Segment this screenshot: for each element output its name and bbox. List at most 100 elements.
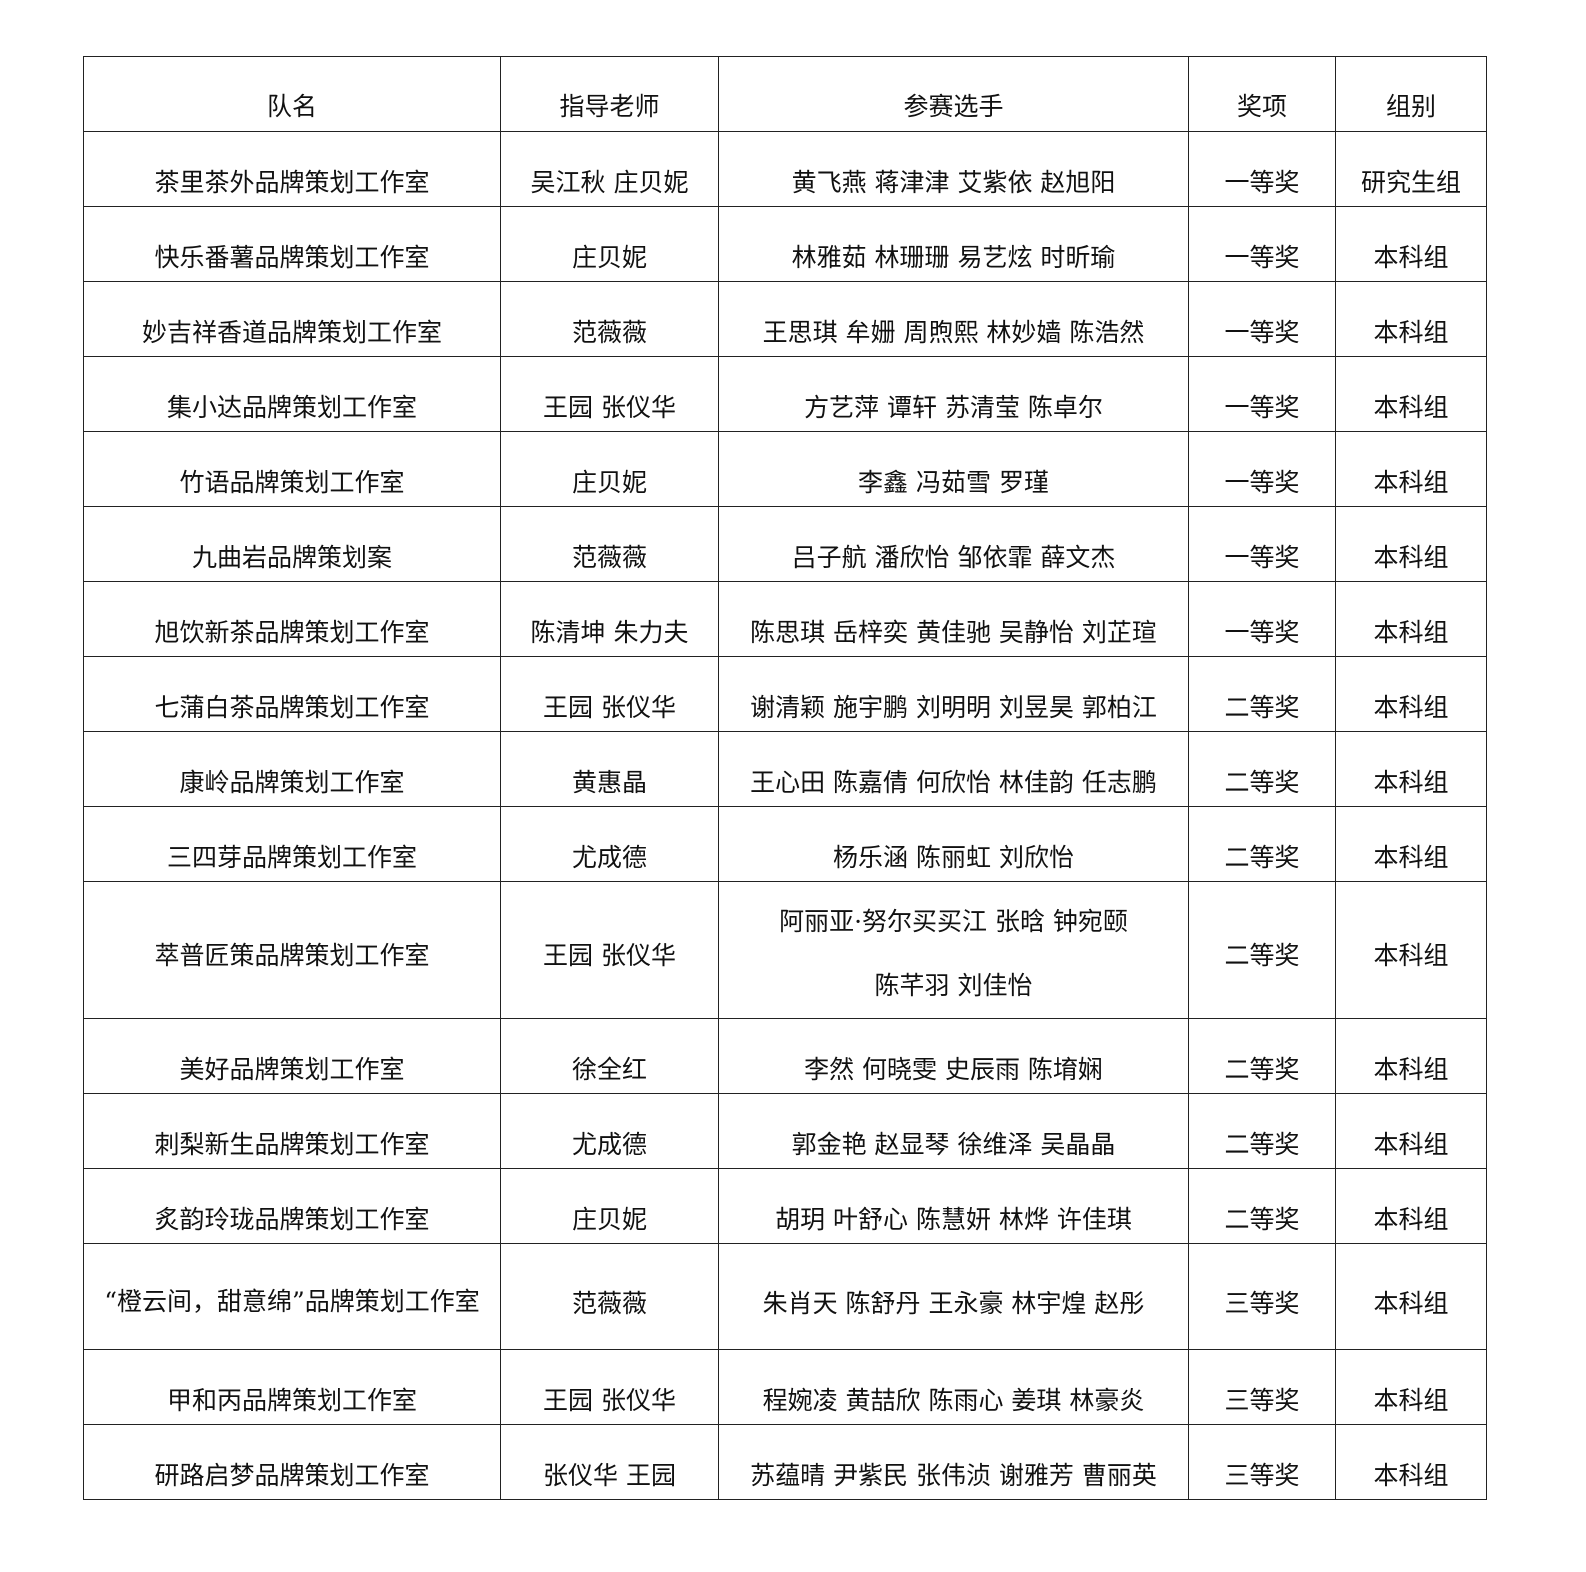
- members-cell: 方艺萍 谭轩 苏清莹 陈卓尔: [718, 356, 1189, 432]
- members-line: 阿丽亚·努尔买买江 张晗 钟宛颐: [779, 907, 1128, 936]
- table-row: 甲和丙品牌策划工作室 王园 张仪华 程婉凌 黄喆欣 陈雨心 姜琪 林豪炎 三等奖 本科组: [83, 1349, 1487, 1425]
- table-row: 妙吉祥香道品牌策划工作室 范薇薇 王思琪 牟姗 周煦熙 林妙嫱 陈浩然 一等奖 本科组: [83, 281, 1487, 357]
- table-row: 康岭品牌策划工作室 黄惠晶 王心田 陈嘉倩 何欣怡 林佳韵 任志鹏 二等奖 本科组: [83, 731, 1487, 807]
- members-line: 王思琪 牟姗 周煦熙 林妙嫱 陈浩然: [762, 318, 1145, 347]
- team-name-cell: 甲和丙品牌策划工作室: [83, 1349, 501, 1425]
- advisor-cell: 王园 张仪华: [500, 1349, 719, 1425]
- team-name-cell: 研路启梦品牌策划工作室: [83, 1424, 501, 1500]
- table-row: 竹语品牌策划工作室 庄贝妮 李鑫 冯茹雪 罗瑾 一等奖 本科组: [83, 431, 1487, 507]
- members-cell: 杨乐涵 陈丽虹 刘欣怡: [718, 806, 1189, 882]
- group-cell: 本科组: [1335, 881, 1487, 1019]
- award-cell: 三等奖: [1188, 1424, 1336, 1500]
- members-cell: 李然 何晓雯 史辰雨 陈堉娴: [718, 1018, 1189, 1094]
- team-name-cell: 康岭品牌策划工作室: [83, 731, 501, 807]
- team-name-cell: 快乐番薯品牌策划工作室: [83, 206, 501, 282]
- members-cell: 林雅茹 林珊珊 易艺炫 时昕瑜: [718, 206, 1189, 282]
- table-row: 美好品牌策划工作室 徐全红 李然 何晓雯 史辰雨 陈堉娴 二等奖 本科组: [83, 1018, 1487, 1094]
- table-row: 快乐番薯品牌策划工作室 庄贝妮 林雅茹 林珊珊 易艺炫 时昕瑜 一等奖 本科组: [83, 206, 1487, 282]
- team-name-cell: 九曲岩品牌策划案: [83, 506, 501, 582]
- table-row: 刺梨新生品牌策划工作室 尤成德 郭金艳 赵显琴 徐维泽 吴晶晶 二等奖 本科组: [83, 1093, 1487, 1169]
- members-line: 林雅茹 林珊珊 易艺炫 时昕瑜: [791, 243, 1116, 272]
- advisor-cell: 张仪华 王园: [500, 1424, 719, 1500]
- award-cell: 二等奖: [1188, 656, 1336, 732]
- members-cell: 陈思琪 岳梓奕 黄佳驰 吴静怡 刘芷瑄: [718, 581, 1189, 657]
- members-cell: 谢清颖 施宇鹏 刘明明 刘昱昊 郭柏江: [718, 656, 1189, 732]
- award-cell: 三等奖: [1188, 1243, 1336, 1350]
- group-cell: 本科组: [1335, 806, 1487, 882]
- advisor-cell: 庄贝妮: [500, 1168, 719, 1244]
- group-cell: 本科组: [1335, 506, 1487, 582]
- advisor-cell: 尤成德: [500, 1093, 719, 1169]
- members-line: 陈思琪 岳梓奕 黄佳驰 吴静怡 刘芷瑄: [750, 618, 1157, 647]
- table-row: 茶里茶外品牌策划工作室 吴江秋 庄贝妮 黄飞燕 蒋津津 艾紫依 赵旭阳 一等奖 研究生组: [83, 131, 1487, 207]
- group-cell: 本科组: [1335, 206, 1487, 282]
- group-cell: 本科组: [1335, 1349, 1487, 1425]
- group-cell: 本科组: [1335, 356, 1487, 432]
- members-line: 谢清颖 施宇鹏 刘明明 刘昱昊 郭柏江: [750, 693, 1157, 722]
- members-cell: 胡玥 叶舒心 陈慧妍 林烨 许佳琪: [718, 1168, 1189, 1244]
- members-cell: 李鑫 冯茹雪 罗瑾: [718, 431, 1189, 507]
- advisor-cell: 王园 张仪华: [500, 356, 719, 432]
- members-cell: 朱肖天 陈舒丹 王永豪 林宇煌 赵彤: [718, 1243, 1189, 1350]
- group-cell: 本科组: [1335, 656, 1487, 732]
- group-cell: 本科组: [1335, 431, 1487, 507]
- table-row: 炙韵玲珑品牌策划工作室 庄贝妮 胡玥 叶舒心 陈慧妍 林烨 许佳琪 二等奖 本科组: [83, 1168, 1487, 1244]
- award-cell: 一等奖: [1188, 581, 1336, 657]
- advisor-cell: 王园 张仪华: [500, 656, 719, 732]
- award-cell: 二等奖: [1188, 731, 1336, 807]
- advisor-cell: 范薇薇: [500, 281, 719, 357]
- group-cell: 研究生组: [1335, 131, 1487, 207]
- members-cell: 程婉凌 黄喆欣 陈雨心 姜琪 林豪炎: [718, 1349, 1189, 1425]
- group-cell: 本科组: [1335, 731, 1487, 807]
- table-row: 三四芽品牌策划工作室 尤成德 杨乐涵 陈丽虹 刘欣怡 二等奖 本科组: [83, 806, 1487, 882]
- members-cell: 阿丽亚·努尔买买江 张晗 钟宛颐 陈芊羽 刘佳怡: [718, 881, 1189, 1019]
- award-cell: 二等奖: [1188, 1168, 1336, 1244]
- team-name-cell: 美好品牌策划工作室: [83, 1018, 501, 1094]
- award-cell: 一等奖: [1188, 506, 1336, 582]
- header-group: 组别: [1335, 56, 1487, 132]
- group-cell: 本科组: [1335, 581, 1487, 657]
- table-row: “橙云间，甜意绵”品牌策划工作室 范薇薇 朱肖天 陈舒丹 王永豪 林宇煌 赵彤 三等奖…: [83, 1243, 1487, 1350]
- team-name-cell: 旭饮新茶品牌策划工作室: [83, 581, 501, 657]
- members-cell: 王心田 陈嘉倩 何欣怡 林佳韵 任志鹏: [718, 731, 1189, 807]
- team-name-cell: 竹语品牌策划工作室: [83, 431, 501, 507]
- advisor-cell: 陈清坤 朱力夫: [500, 581, 719, 657]
- members-line: 杨乐涵 陈丽虹 刘欣怡: [833, 843, 1074, 872]
- group-cell: 本科组: [1335, 1168, 1487, 1244]
- team-name-cell: 三四芽品牌策划工作室: [83, 806, 501, 882]
- award-cell: 一等奖: [1188, 431, 1336, 507]
- table-row: 七蒲白茶品牌策划工作室 王园 张仪华 谢清颖 施宇鹏 刘明明 刘昱昊 郭柏江 二等奖本…: [83, 656, 1487, 732]
- award-cell: 一等奖: [1188, 281, 1336, 357]
- members-cell: 王思琪 牟姗 周煦熙 林妙嫱 陈浩然: [718, 281, 1189, 357]
- table-row: 九曲岩品牌策划案 范薇薇 吕子航 潘欣怡 邹依霏 薛文杰 一等奖 本科组: [83, 506, 1487, 582]
- members-line: 王心田 陈嘉倩 何欣怡 林佳韵 任志鹏: [750, 768, 1157, 797]
- members-cell: 苏蕴晴 尹紫民 张伟浈 谢雅芳 曹丽英: [718, 1424, 1189, 1500]
- team-name-cell: 七蒲白茶品牌策划工作室: [83, 656, 501, 732]
- members-line: 程婉凌 黄喆欣 陈雨心 姜琪 林豪炎: [762, 1386, 1145, 1415]
- team-name-cell: 炙韵玲珑品牌策划工作室: [83, 1168, 501, 1244]
- advisor-cell: 范薇薇: [500, 1243, 719, 1350]
- advisor-cell: 王园 张仪华: [500, 881, 719, 1019]
- header-award: 奖项: [1188, 56, 1336, 132]
- team-name-cell: 刺梨新生品牌策划工作室: [83, 1093, 501, 1169]
- advisor-cell: 吴江秋 庄贝妮: [500, 131, 719, 207]
- members-line: 李鑫 冯茹雪 罗瑾: [858, 468, 1049, 497]
- table-row: 萃普匠策品牌策划工作室 王园 张仪华 阿丽亚·努尔买买江 张晗 钟宛颐 陈芊羽 刘佳怡…: [83, 881, 1487, 1019]
- members-line: 胡玥 叶舒心 陈慧妍 林烨 许佳琪: [775, 1205, 1132, 1234]
- award-cell: 二等奖: [1188, 1093, 1336, 1169]
- members-line: 吕子航 潘欣怡 邹依霏 薛文杰: [791, 543, 1116, 572]
- award-cell: 一等奖: [1188, 131, 1336, 207]
- members-line: 方艺萍 谭轩 苏清莹 陈卓尔: [804, 393, 1103, 422]
- table-row: 研路启梦品牌策划工作室 张仪华 王园 苏蕴晴 尹紫民 张伟浈 谢雅芳 曹丽英 三等奖本…: [83, 1424, 1487, 1500]
- advisor-cell: 黄惠晶: [500, 731, 719, 807]
- award-cell: 二等奖: [1188, 1018, 1336, 1094]
- advisor-cell: 庄贝妮: [500, 206, 719, 282]
- group-cell: 本科组: [1335, 1093, 1487, 1169]
- team-name-cell: 茶里茶外品牌策划工作室: [83, 131, 501, 207]
- group-cell: 本科组: [1335, 1424, 1487, 1500]
- members-cell: 黄飞燕 蒋津津 艾紫依 赵旭阳: [718, 131, 1189, 207]
- header-team: 队名: [83, 56, 501, 132]
- team-name-cell: 萃普匠策品牌策划工作室: [83, 881, 501, 1019]
- advisor-cell: 庄贝妮: [500, 431, 719, 507]
- members-cell: 郭金艳 赵显琴 徐维泽 吴晶晶: [718, 1093, 1189, 1169]
